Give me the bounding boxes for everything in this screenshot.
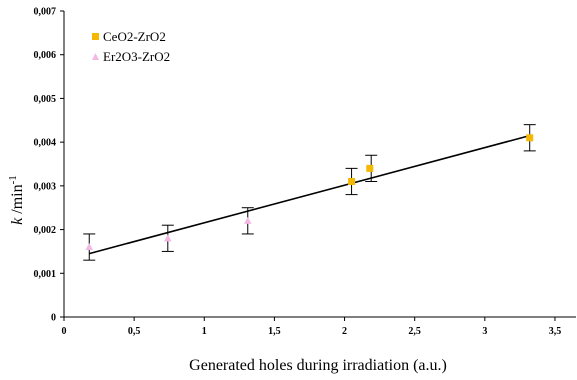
axes <box>63 11 576 318</box>
legend-label-ceo2-zro2: CeO2-ZrO2 <box>103 29 166 44</box>
x-tick-label: 0 <box>62 326 67 337</box>
y-axis-title: k /min-1 <box>7 175 26 225</box>
x-axis-ticks: 0 0,5 1 1,5 2 2,5 3 3,5 <box>62 317 562 337</box>
legend-marker-ceo2-zro2 <box>92 33 99 40</box>
y-axis-title-unit: /min <box>9 184 26 217</box>
data-point-ceo2-zro2 <box>366 164 374 172</box>
x-tick-label: 0,5 <box>128 326 141 337</box>
x-axis-title: Generated holes during irradiation (a.u.… <box>189 357 447 374</box>
data-points <box>85 134 534 251</box>
y-axis-title-exponent: -1 <box>7 175 19 184</box>
x-tick-label: 3 <box>482 326 487 337</box>
legend: CeO2-ZrO2 Er2O3-ZrO2 <box>92 29 170 64</box>
y-tick-label: 0,003 <box>34 181 57 192</box>
y-axis-title-variable: k <box>9 217 26 225</box>
legend-label-er2o3-zro2: Er2O3-ZrO2 <box>103 49 170 64</box>
trendline <box>89 134 530 255</box>
x-tick-label: 1 <box>202 326 207 337</box>
y-tick-label: 0,002 <box>34 225 57 236</box>
y-tick-label: 0,006 <box>34 50 57 61</box>
x-tick-label: 1,5 <box>268 326 281 337</box>
trendline-group <box>89 134 530 255</box>
y-tick-label: 0,001 <box>34 269 57 280</box>
y-tick-label: 0,005 <box>34 94 57 105</box>
data-point-er2o3-zro2 <box>85 243 94 251</box>
data-point-ceo2-zro2 <box>348 177 356 185</box>
y-tick-label: 0 <box>51 313 56 324</box>
x-tick-label: 2 <box>342 326 347 337</box>
y-tick-label: 0,007 <box>34 7 57 18</box>
y-tick-label: 0,004 <box>34 138 57 149</box>
data-point-ceo2-zro2 <box>526 134 534 142</box>
data-point-er2o3-zro2 <box>164 234 172 242</box>
x-tick-label: 2,5 <box>408 326 421 337</box>
x-tick-label: 3,5 <box>549 326 562 337</box>
legend-marker-er2o3-zro2 <box>92 53 99 60</box>
error-bars <box>83 124 536 261</box>
y-axis-ticks: 0 0,001 0,002 0,003 0,004 0,005 0,006 0,007 <box>34 7 64 324</box>
data-point-er2o3-zro2 <box>243 216 252 224</box>
